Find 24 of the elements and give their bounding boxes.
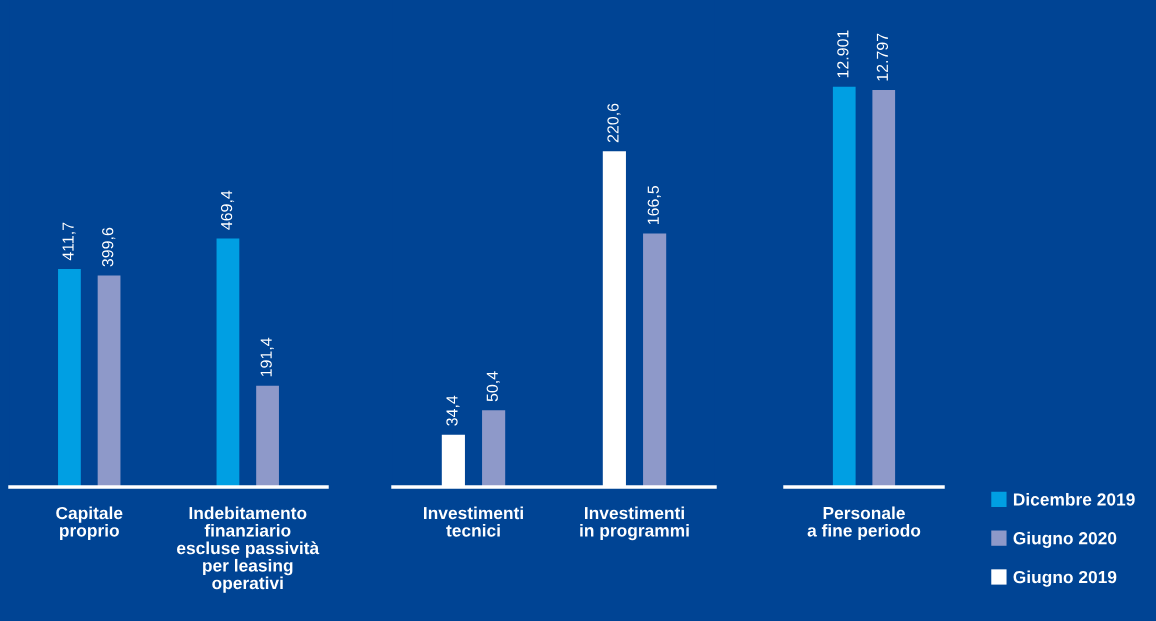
bar [216,238,240,487]
bar [256,385,279,487]
x-tick-label: Personale a fine periodo [807,506,921,541]
x-tick-label: Investimenti in programmi [580,506,689,541]
data-label: 191,4 [260,337,274,377]
bar [97,275,121,487]
x-tick-label: Capitale proprio [56,506,123,541]
legend-label: Giugno 2020 [1013,531,1117,548]
data-label: 411,7 [62,222,76,261]
legend-label: Giugno 2019 [1013,570,1117,587]
data-label: 12.797 [876,33,889,81]
data-label: 399,6 [102,227,116,267]
legend-label: Dicembre 2019 [1013,492,1135,506]
data-label: 50,4 [486,371,500,402]
data-label: 469,4 [220,190,235,230]
x-tick-label: Indebitamento finanziario escluse passività per leasing operativi [177,506,320,593]
data-label: 166,5 [647,185,661,225]
data-label: 12.901 [837,30,849,78]
bar [482,410,506,487]
data-label: 220,6 [607,103,621,143]
data-label: 34,4 [446,395,460,426]
x-tick-label: Investimenti tecnici [424,506,523,537]
bar [58,269,81,487]
bar [643,233,667,487]
